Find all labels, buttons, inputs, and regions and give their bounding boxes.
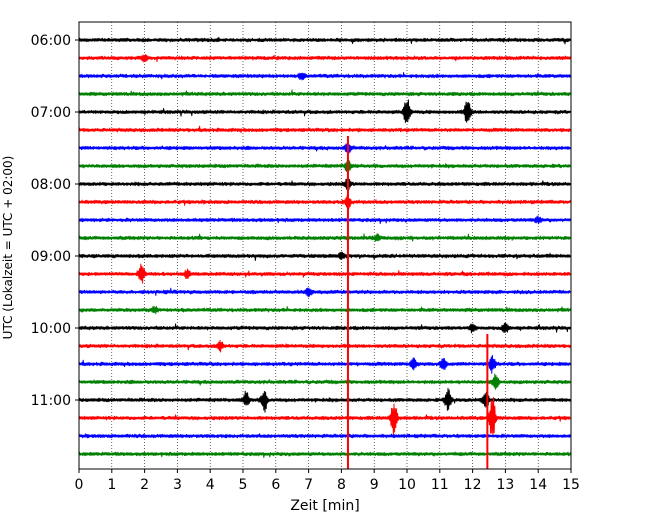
- y-tick-label: 08:00: [31, 177, 71, 193]
- x-tick-label: 12: [464, 477, 482, 493]
- x-tick-label: 1: [107, 477, 116, 493]
- trace-line: [78, 354, 571, 374]
- spike-lines: [346, 136, 489, 469]
- trace-line: [78, 373, 571, 390]
- trace-line: [78, 99, 571, 123]
- y-tick-label: 09:00: [31, 249, 71, 265]
- trace-line: [78, 251, 571, 261]
- x-tick-label: 13: [496, 477, 514, 493]
- trace-line: [78, 125, 571, 134]
- x-tick-label: 11: [431, 477, 449, 493]
- trace-line: [78, 387, 571, 413]
- plot-frame: [78, 21, 572, 470]
- x-tick-label: 2: [140, 477, 149, 493]
- x-tick-label: 9: [370, 477, 379, 493]
- trace-line: [78, 195, 571, 209]
- y-tick-label: 11:00: [31, 393, 71, 409]
- trace-line: [78, 177, 571, 192]
- x-tick-label: 8: [337, 477, 346, 493]
- x-tick-label: 10: [398, 477, 416, 493]
- trace-line: [78, 159, 571, 172]
- trace-line: [78, 433, 571, 439]
- x-axis: 0 1 2 3 4 5 6 7 8 9 10 11 12 13 14 15: [75, 469, 580, 493]
- y-tick-label: 07:00: [31, 105, 71, 121]
- trace-line: [78, 54, 571, 63]
- trace-line: [78, 305, 571, 315]
- seismogram-traces: [78, 36, 571, 458]
- trace-line: [78, 322, 571, 334]
- trace-line: [78, 451, 571, 458]
- trace-line: [78, 72, 571, 81]
- trace-line: [78, 215, 571, 225]
- trace-line: [78, 397, 571, 437]
- trace-line: [78, 263, 571, 284]
- trace-line: [78, 287, 571, 298]
- y-axis-title: UTC (Lokalzeit = UTC + 02:00): [1, 156, 15, 340]
- x-tick-label: 6: [271, 477, 280, 493]
- x-tick-label: 4: [206, 477, 215, 493]
- trace-line: [78, 233, 571, 242]
- x-axis-title: Zeit [min]: [290, 498, 359, 514]
- x-tick-label: 7: [304, 477, 313, 493]
- trace-line: [78, 36, 571, 45]
- x-tick-label: 5: [239, 477, 248, 493]
- x-tick-label: 14: [529, 477, 547, 493]
- trace-line: [78, 89, 571, 97]
- y-tick-label: 06:00: [31, 33, 71, 49]
- x-grid: [111, 22, 539, 469]
- y-axis: 06:00 07:00 08:00 09:00 10:00 11:00: [31, 33, 79, 409]
- x-tick-label: 15: [562, 477, 580, 493]
- trace-line: [78, 140, 571, 155]
- x-tick-label: 0: [75, 477, 84, 493]
- trace-line: [78, 339, 571, 353]
- y-tick-label: 10:00: [31, 321, 71, 337]
- x-tick-label: 3: [173, 477, 182, 493]
